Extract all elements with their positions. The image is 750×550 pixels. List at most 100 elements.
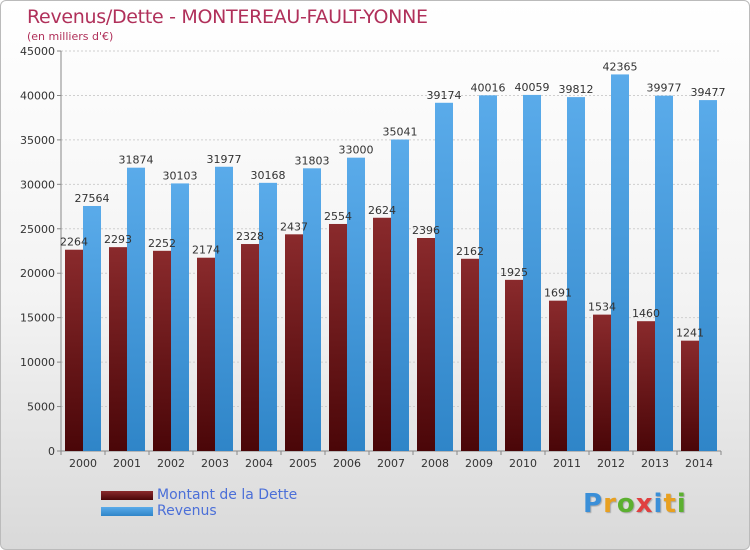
bar-revenus bbox=[655, 95, 673, 451]
proxiti-logo: Proxiti bbox=[583, 489, 687, 519]
data-label-dette: 1925 bbox=[500, 266, 528, 279]
y-tick-label: 10000 bbox=[20, 356, 55, 369]
legend-item-revenus: Revenus bbox=[101, 503, 297, 519]
logo-letter: t bbox=[663, 489, 677, 519]
bar-revenus bbox=[567, 97, 585, 452]
data-label-dette: 1534 bbox=[588, 301, 616, 314]
y-axis-ticks: 0 5000 10000 15000 20000 25000 30000 35000 40000… bbox=[20, 45, 55, 458]
x-tick-label: 2003 bbox=[201, 457, 229, 470]
bar-revenus bbox=[303, 168, 321, 451]
x-tick-label: 2000 bbox=[69, 457, 97, 470]
bar-dette bbox=[505, 279, 523, 451]
data-label-revenus: 27564 bbox=[75, 192, 110, 205]
data-label-revenus: 30168 bbox=[251, 169, 286, 182]
data-label-dette: 2396 bbox=[412, 224, 440, 237]
bar-revenus bbox=[127, 167, 145, 452]
data-label-dette: 2624 bbox=[368, 204, 396, 217]
data-label-revenus: 39812 bbox=[559, 83, 594, 96]
bar-revenus bbox=[479, 95, 497, 452]
data-label-revenus: 42365 bbox=[603, 60, 638, 73]
data-label-dette: 2252 bbox=[148, 237, 176, 250]
bar-revenus bbox=[171, 183, 189, 451]
data-label-revenus: 35041 bbox=[383, 126, 418, 139]
x-tick-label: 2007 bbox=[377, 457, 405, 470]
y-tick-label: 20000 bbox=[20, 267, 55, 280]
bar-revenus bbox=[523, 94, 541, 452]
bars bbox=[65, 74, 717, 452]
logo-letter: P bbox=[583, 489, 604, 519]
data-label-dette: 2264 bbox=[60, 236, 88, 249]
legend-swatch-dette bbox=[101, 490, 153, 500]
logo-letter: r bbox=[603, 489, 617, 519]
legend-swatch-revenus bbox=[101, 506, 153, 516]
x-tick-label: 2008 bbox=[421, 457, 449, 470]
x-tick-label: 2005 bbox=[289, 457, 317, 470]
data-label-revenus: 31803 bbox=[295, 154, 330, 167]
data-label-dette: 2174 bbox=[192, 244, 220, 257]
y-tick-label: 25000 bbox=[20, 223, 55, 236]
data-label-dette: 2328 bbox=[236, 230, 264, 243]
bar-dette bbox=[681, 340, 699, 451]
data-labels: 2264 27564 2293 31874 2252 30103 2174 31977 2328… bbox=[60, 60, 726, 339]
x-tick-label: 2001 bbox=[113, 457, 141, 470]
x-tick-label: 2002 bbox=[157, 457, 185, 470]
data-label-dette: 1691 bbox=[544, 287, 572, 300]
bar-dette bbox=[373, 217, 391, 451]
data-label-revenus: 31874 bbox=[119, 154, 154, 167]
x-tick-label: 2009 bbox=[465, 457, 493, 470]
data-label-revenus: 30103 bbox=[163, 169, 198, 182]
legend-label-dette: Montant de la Dette bbox=[157, 487, 298, 503]
legend-item-dette: Montant de la Dette bbox=[101, 487, 297, 503]
bar-revenus bbox=[83, 205, 101, 451]
bar-dette bbox=[329, 223, 347, 451]
legend-label-revenus: Revenus bbox=[157, 503, 217, 519]
bar-dette bbox=[637, 321, 655, 451]
data-label-revenus: 39477 bbox=[691, 86, 726, 99]
data-label-dette: 2437 bbox=[280, 220, 308, 233]
logo-letter: i bbox=[676, 489, 687, 519]
bar-revenus bbox=[699, 100, 717, 452]
y-tick-label: 5000 bbox=[27, 401, 55, 414]
x-axis-ticks: 2000 2001 2002 2003 2004 2005 2006 2007 2008 2009… bbox=[60, 451, 722, 470]
bar-dette bbox=[197, 257, 215, 451]
chart-title: Revenus/Dette - MONTEREAU-FAULT-YONNE bbox=[27, 6, 428, 28]
x-tick-label: 2012 bbox=[597, 457, 625, 470]
y-tick-label: 35000 bbox=[20, 134, 55, 147]
x-tick-label: 2006 bbox=[333, 457, 361, 470]
data-label-dette: 1460 bbox=[632, 307, 660, 320]
bar-dette bbox=[549, 300, 567, 451]
bar-dette bbox=[109, 247, 127, 451]
y-tick-label: 15000 bbox=[20, 312, 55, 325]
bar-dette bbox=[593, 314, 611, 451]
y-tick-label: 45000 bbox=[20, 45, 55, 58]
y-tick-label: 30000 bbox=[20, 178, 55, 191]
bar-revenus bbox=[215, 166, 233, 451]
data-label-revenus: 40016 bbox=[471, 81, 506, 94]
logo-letter: i bbox=[653, 489, 664, 519]
x-tick-label: 2011 bbox=[553, 457, 581, 470]
chart-subtitle: (en milliers d'€) bbox=[27, 30, 114, 43]
bar-dette bbox=[241, 244, 259, 451]
bar-dette bbox=[153, 250, 171, 451]
y-tick-label: 0 bbox=[48, 445, 55, 458]
data-label-dette: 2162 bbox=[456, 245, 484, 258]
data-label-dette: 1241 bbox=[676, 327, 704, 340]
legend: Montant de la Dette Revenus bbox=[101, 487, 297, 519]
x-tick-label: 2014 bbox=[685, 457, 713, 470]
bar-dette bbox=[461, 258, 479, 451]
data-label-revenus: 40059 bbox=[515, 81, 550, 94]
x-tick-label: 2013 bbox=[641, 457, 669, 470]
bar-dette bbox=[285, 234, 303, 451]
data-label-revenus: 33000 bbox=[339, 144, 374, 157]
data-label-dette: 2554 bbox=[324, 210, 352, 223]
data-label-dette: 2293 bbox=[104, 233, 132, 246]
bar-revenus bbox=[391, 139, 409, 451]
bar-revenus bbox=[611, 74, 629, 451]
x-tick-label: 2010 bbox=[509, 457, 537, 470]
x-tick-label: 2004 bbox=[245, 457, 273, 470]
data-label-revenus: 31977 bbox=[207, 153, 242, 166]
data-label-revenus: 39977 bbox=[647, 82, 682, 95]
bar-revenus bbox=[435, 102, 453, 451]
